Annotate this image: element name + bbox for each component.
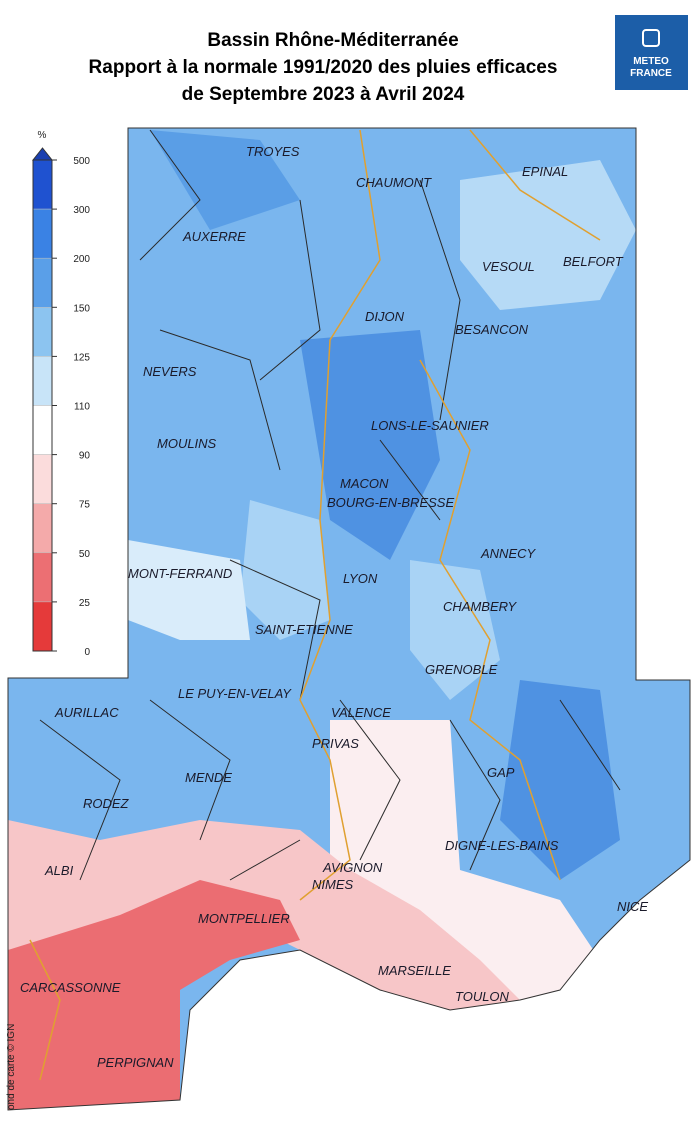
city-label: VESOUL: [482, 259, 535, 274]
logo: METEO FRANCE: [615, 15, 688, 90]
legend-label: 150: [73, 303, 90, 314]
credit: ond de carte © IGN: [6, 1024, 17, 1110]
legend-swatch: [32, 503, 53, 554]
legend-swatch: [32, 454, 53, 504]
city-label: ALBI: [44, 863, 74, 878]
logo-icon: [642, 29, 660, 47]
city-label: BOURG-EN-BRESSE: [327, 495, 454, 510]
city-label: VALENCE: [331, 705, 391, 720]
zone: [240, 500, 330, 640]
legend-swatch: [32, 307, 53, 357]
city-label: AUXERRE: [182, 229, 246, 244]
city-label: ANNECY: [480, 546, 537, 561]
city-label: PERPIGNAN: [97, 1055, 174, 1070]
zone: [150, 130, 300, 230]
boundary: [39, 129, 621, 881]
zone: [8, 880, 300, 1110]
legend-label: 110: [74, 402, 90, 413]
zone: [410, 560, 500, 700]
city-label: NEVERS: [143, 364, 197, 379]
city-label: NICE: [617, 899, 648, 914]
legend-arrow: [31, 147, 54, 161]
basin-line: [29, 129, 601, 1081]
city-label: CHAUMONT: [356, 175, 432, 190]
legend: 500 300 200 150 125 110 90 75 50 25 0: [31, 147, 91, 658]
legend-label: 50: [79, 549, 91, 560]
city-label: MOULINS: [157, 436, 217, 451]
zone: [460, 160, 636, 310]
city-label: BESANCON: [455, 322, 529, 337]
legend-label: 125: [73, 352, 90, 363]
city-label: RODEZ: [83, 796, 130, 811]
legend-swatch: [32, 208, 53, 259]
logo-text: FRANCE: [630, 68, 672, 79]
legend-swatch: [32, 552, 53, 603]
legend-swatch: [32, 405, 53, 455]
city-label: EPINAL: [522, 164, 568, 179]
legend-swatch: [32, 601, 53, 652]
legend-label: 0: [84, 647, 90, 658]
logo-box: [615, 15, 688, 90]
city-label: AVIGNON: [322, 860, 383, 875]
city-label: DIJON: [365, 309, 405, 324]
legend-label: 500: [73, 156, 90, 167]
city-label: MONT-FERRAND: [128, 566, 232, 581]
city-label: MACON: [340, 476, 389, 491]
legend-label: 25: [79, 598, 91, 609]
zone: [500, 680, 620, 880]
city-label: NIMES: [312, 877, 354, 892]
legend-swatch: [32, 356, 53, 406]
legend-unit: %: [38, 130, 47, 141]
city-label: BELFORT: [563, 254, 624, 269]
city-label: MONTPELLIER: [198, 911, 290, 926]
city-label: GRENOBLE: [425, 662, 498, 677]
zone: [128, 540, 250, 640]
legend-label: 75: [79, 500, 91, 511]
legend-label: 200: [73, 254, 90, 265]
legend-label: 90: [79, 451, 91, 462]
city-label: TOULON: [455, 989, 510, 1004]
logo-text: METEO: [633, 56, 669, 67]
legend-swatch: [32, 159, 53, 210]
city-label: CHAMBERY: [443, 599, 518, 614]
city-label: MENDE: [185, 770, 232, 785]
city-label: TROYES: [246, 144, 300, 159]
legend-swatch: [32, 257, 53, 308]
title: Rapport à la normale 1991/2020 des pluie…: [89, 57, 558, 78]
city-label: LONS-LE-SAUNIER: [371, 418, 489, 433]
city-label: GAP: [487, 765, 515, 780]
city-label: DIGNE-LES-BAINS: [445, 838, 559, 853]
title: Bassin Rhône-Méditerranée: [207, 30, 458, 51]
zone: [300, 330, 440, 560]
city-label: AURILLAC: [54, 705, 119, 720]
city-label: LYON: [343, 571, 378, 586]
city-label: MARSEILLE: [378, 963, 451, 978]
title: de Septembre 2023 à Avril 2024: [182, 84, 465, 105]
city-label: CARCASSONNE: [20, 980, 121, 995]
cities: TROYES CHAUMONT EPINAL AUXERRE VESOUL BELFORT…: [20, 144, 648, 1070]
legend-label: 300: [73, 205, 90, 216]
city-label: LE PUY-EN-VELAY: [178, 686, 292, 701]
city-label: SAINT-ETIENNE: [255, 622, 353, 637]
map: [8, 128, 690, 1110]
city-label: PRIVAS: [312, 736, 359, 751]
